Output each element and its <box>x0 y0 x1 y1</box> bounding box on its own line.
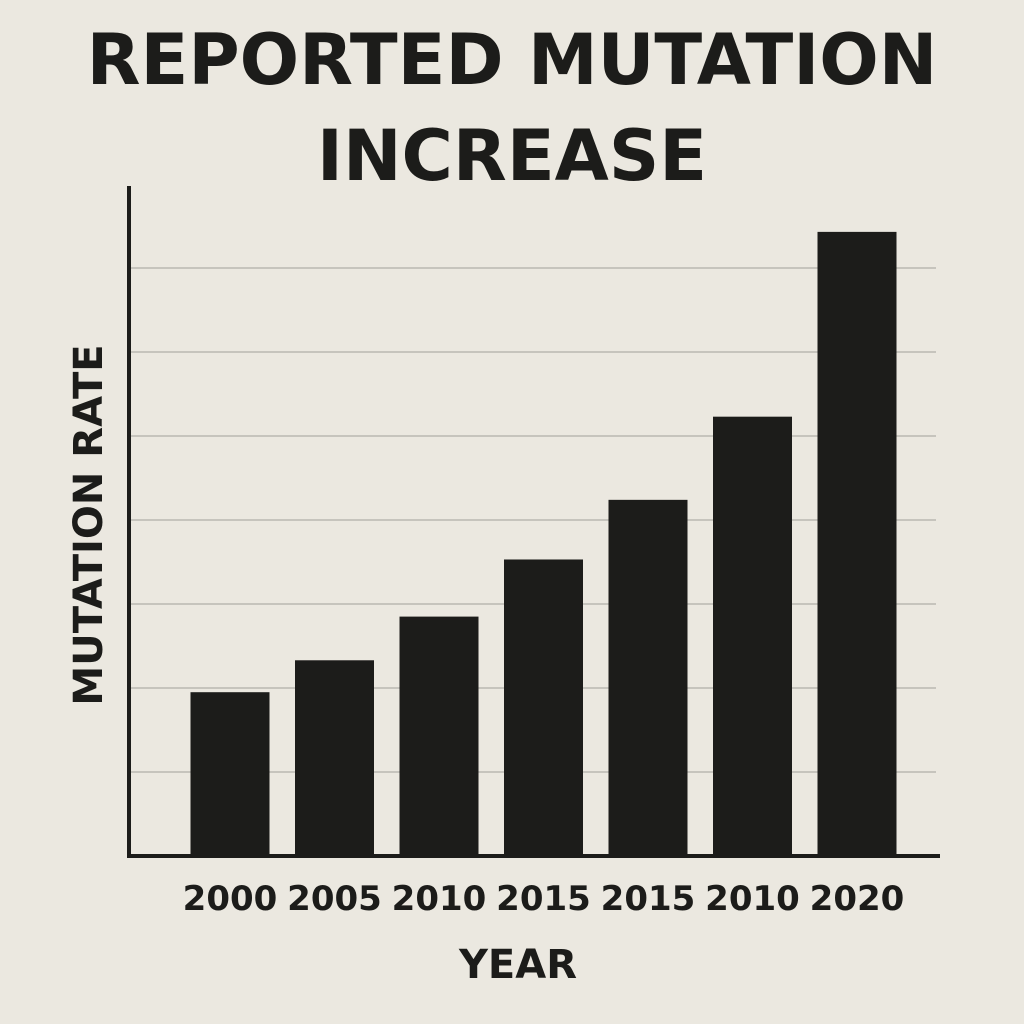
x-tick-label: 2005 <box>287 879 382 919</box>
x-tick-label: 2010 <box>705 879 800 919</box>
chart-title-line-2: INCREASE <box>317 115 707 197</box>
x-tick-label: 2015 <box>601 879 696 919</box>
bar-2 <box>399 616 479 856</box>
x-tick-label: 2010 <box>392 879 487 919</box>
x-axis-label: YEAR <box>458 942 577 988</box>
bar-1 <box>295 660 374 856</box>
x-tick-label: 2000 <box>183 879 278 919</box>
bar-4 <box>608 499 688 856</box>
chart-title-line-1: REPORTED MUTATION <box>87 19 938 101</box>
x-tick-labels: 2000 2005 2010 2015 2015 2010 2020 <box>183 879 905 919</box>
bar-0 <box>190 692 270 856</box>
bar-6 <box>817 231 897 856</box>
bars <box>190 231 897 856</box>
y-axis-label: MUTATION RATE <box>66 344 112 705</box>
x-tick-label: 2015 <box>496 879 591 919</box>
bar-3 <box>504 559 583 856</box>
x-tick-label: 2020 <box>810 879 905 919</box>
bar-5 <box>713 416 792 856</box>
